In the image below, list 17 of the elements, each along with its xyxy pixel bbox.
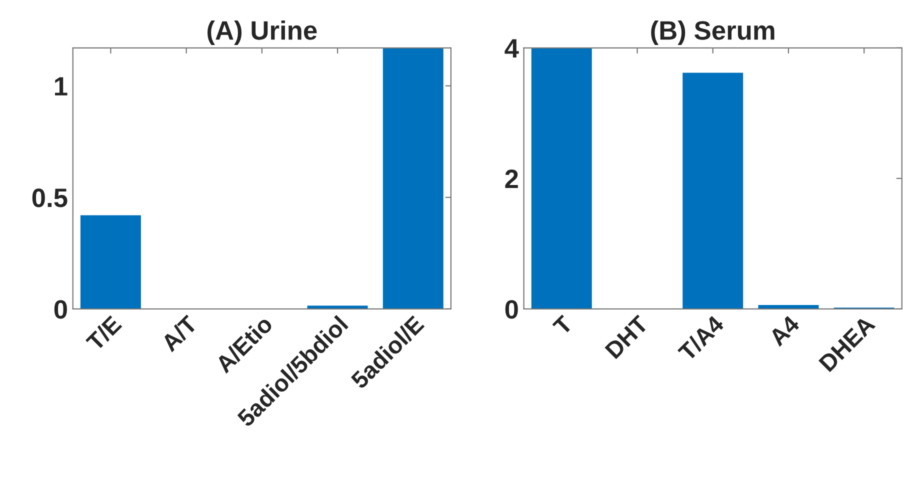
bar — [80, 215, 141, 309]
x-tick-label: A4 — [768, 314, 800, 347]
y-tick-label: 0 — [54, 300, 67, 319]
bar — [307, 306, 368, 309]
x-tick-label: T/E — [84, 314, 122, 352]
chart-title: (B) Serum — [651, 20, 774, 46]
y-tick-label: 1 — [55, 77, 68, 96]
bar — [382, 48, 444, 309]
x-tick-label: A/T — [160, 314, 199, 353]
chart-title: (A) Urine — [208, 20, 317, 46]
x-tick-label: T — [552, 314, 574, 336]
y-tick-label: 0.5 — [32, 188, 68, 208]
bar — [682, 72, 744, 309]
y-tick-label: 4 — [504, 39, 519, 58]
y-tick-label: 0 — [505, 300, 518, 319]
y-tick-label: 2 — [505, 170, 518, 188]
bar — [531, 48, 592, 309]
